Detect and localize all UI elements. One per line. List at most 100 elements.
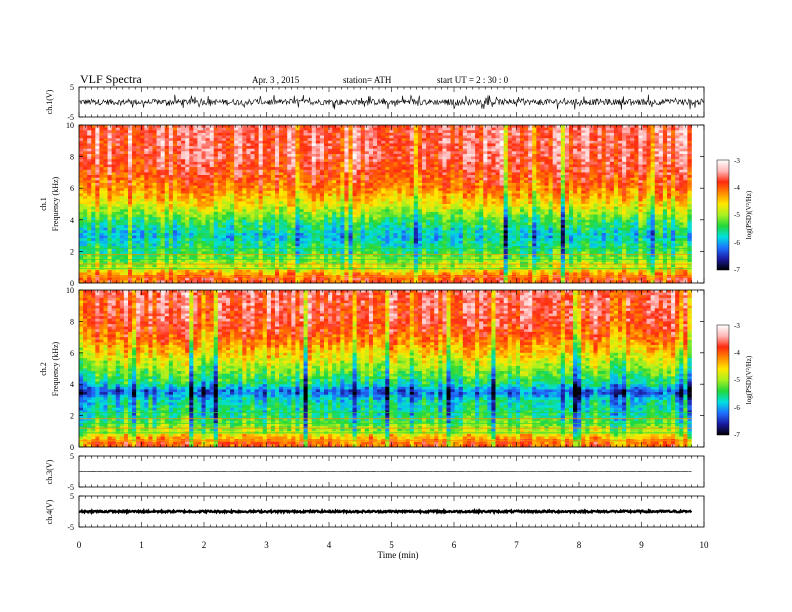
ch1-spectrogram-cell [132,130,137,134]
ch1-spectrogram-cell [107,269,112,273]
ch1-spectrogram-cell [152,264,157,268]
ch1-spectrogram-cell [307,219,313,223]
ch1-spectrogram-cell [79,235,84,239]
ch1-spectrogram-cell [401,227,406,231]
ch1-spectrogram-cell [226,198,231,202]
ch1-spectrogram-cell [115,182,121,186]
ch1-spectrogram-cell [291,167,296,171]
ch1-spectrogram-cell [364,204,370,207]
ch1-spectrogram-cell [254,156,259,160]
ch1-spectrogram-cell [360,225,366,228]
ch1-spectrogram-cell [303,269,308,273]
ch1-spectrogram-cell [352,151,357,155]
ch1-spectrogram-cell [197,243,202,247]
ch1-spectrogram-cell [156,169,161,173]
ch1-spectrogram-cell [205,222,210,226]
ch1-spectrogram-cell [132,238,137,242]
ch1-spectrogram-cell [287,264,292,268]
ch1-spectrogram-cell [205,264,210,268]
ch1-spectrogram-cell [262,280,268,284]
ch1-spectrogram-cell [217,204,223,207]
ch1-spectrogram-cell [311,246,317,250]
ch1-spectrogram-cell [185,146,190,149]
ch1-spectrogram-cell [356,140,362,144]
ch1-spectrogram-cell [315,277,321,281]
ch1-spectrogram-cell [172,182,178,186]
ch1-spectrogram-cell [299,280,304,284]
ch1-spectrogram-cell [181,254,186,257]
ch1-spectrogram-cell [270,172,276,176]
ch1-spectrogram-cell [217,227,223,231]
ch1-spectrogram-cell [226,180,231,184]
ch1-spectrogram-cell [152,177,157,181]
ch1-spectrogram-cell [254,272,259,276]
ch1-spectrogram-cell [299,180,304,184]
ch1-spectrogram-cell [291,188,296,192]
ch1-spectrogram-cell [209,177,215,181]
ch1-spectrogram-cell [205,185,210,189]
ch1-spectrogram-cell [209,225,215,228]
ch1-spectrogram-cell [144,193,149,197]
ch1-spectrogram-cell [189,235,194,239]
ch1-spectrogram-cell [79,135,84,139]
ch1-spectrogram-cell [373,143,378,147]
ch1-spectrogram-cell [311,227,317,231]
ch1-spectrogram-cell [238,198,243,202]
ch1-spectrogram-cell [213,127,219,131]
ch1-spectrogram-cell [107,211,112,215]
ch1-spectrogram-cell [168,227,174,231]
ch1-spectrogram-cell [164,214,170,218]
ch1-spectrogram-cell [262,209,268,213]
ch1-spectrogram-cell [336,193,341,197]
ch1-spectrogram-cell [152,277,157,281]
ch1-spectrogram-cell [172,198,178,202]
ch1-spectrogram-cell [160,204,166,207]
ch1-spectrogram-cell [291,222,296,226]
ch1-spectrogram-cell [160,264,166,268]
ch1-spectrogram-cell [373,169,378,173]
ch1-spectrogram-cell [270,277,276,281]
ch1-spectrogram-cell [111,211,117,215]
ch1-spectrogram-cell [91,277,96,281]
ch1-spectrogram-cell [132,182,137,186]
ch1-spectrogram-cell [123,248,129,252]
ch1-spectrogram-cell [95,190,100,194]
ch1-spectrogram-cell [156,153,161,157]
ch1-spectrogram-cell [373,264,378,268]
ch1-spectrogram-cell [250,196,255,200]
ch1-spectrogram-cell [140,153,145,157]
ch1-spectrogram-cell [99,151,104,155]
ch1-spectrogram-cell [270,185,276,189]
ch1-spectrogram-cell [168,277,174,281]
ch1-spectrogram-cell [177,153,182,157]
ch1-spectrogram-cell [328,125,333,128]
ch1-spectrogram-cell [250,225,255,228]
ch1-spectrogram-cell [217,132,223,136]
ch1-spectrogram-cell [209,125,215,128]
ch1-spectrogram-cell [307,167,313,171]
ch1-spectrogram-cell [328,167,333,171]
ch1-spectrogram-cell [197,156,202,160]
ch1-spectrogram-cell [332,132,337,136]
ch1-spectrogram-cell [177,248,182,252]
ch1-spectrogram-cell [364,172,370,176]
ch1-spectrogram-cell [128,256,133,260]
ch1-spectrogram-cell [103,259,108,263]
ch1-spectrogram-cell [226,256,231,260]
ch1-spectrogram-cell [397,217,402,221]
ch1-spectrogram-cell [213,169,219,173]
ch1-spectrogram-cell [291,148,296,152]
ch1-spectrogram-cell [95,146,100,149]
ch1-spectrogram-cell [140,227,145,231]
ch1-spectrogram-cell [181,177,186,181]
ch1-spectrogram-cell [140,225,145,228]
ch1-spectrogram-cell [193,238,198,242]
ch1-spectrogram-cell [340,180,345,184]
ch1-spectrogram-cell [258,156,264,160]
ch1-spectrogram-cell [332,127,337,131]
ch1-spectrogram-cell [213,230,219,234]
ch1-spectrogram-cell [177,209,182,213]
ch1-spectrogram-cell [226,148,231,152]
ch1-spectrogram-cell [287,172,292,176]
ch1-spectrogram-cell [344,196,349,200]
